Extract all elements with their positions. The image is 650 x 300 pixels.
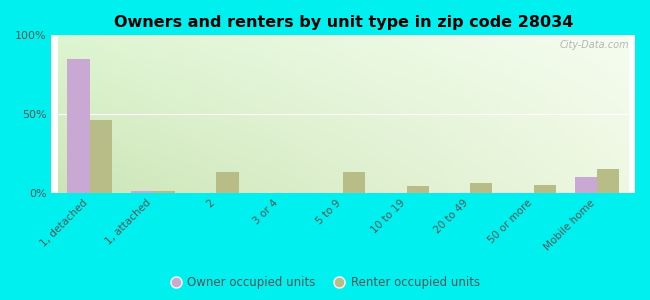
Bar: [131, 191, 153, 193]
Text: City-Data.com: City-Data.com: [560, 40, 629, 50]
Bar: [575, 177, 597, 193]
Bar: [597, 169, 619, 193]
Bar: [534, 185, 556, 193]
Bar: [153, 191, 175, 193]
Bar: [470, 183, 492, 193]
Bar: [68, 59, 90, 193]
Bar: [343, 172, 365, 193]
Bar: [90, 120, 112, 193]
Bar: [216, 172, 239, 193]
Bar: [407, 186, 429, 193]
Legend: Owner occupied units, Renter occupied units: Owner occupied units, Renter occupied un…: [165, 272, 485, 294]
Title: Owners and renters by unit type in zip code 28034: Owners and renters by unit type in zip c…: [114, 15, 573, 30]
